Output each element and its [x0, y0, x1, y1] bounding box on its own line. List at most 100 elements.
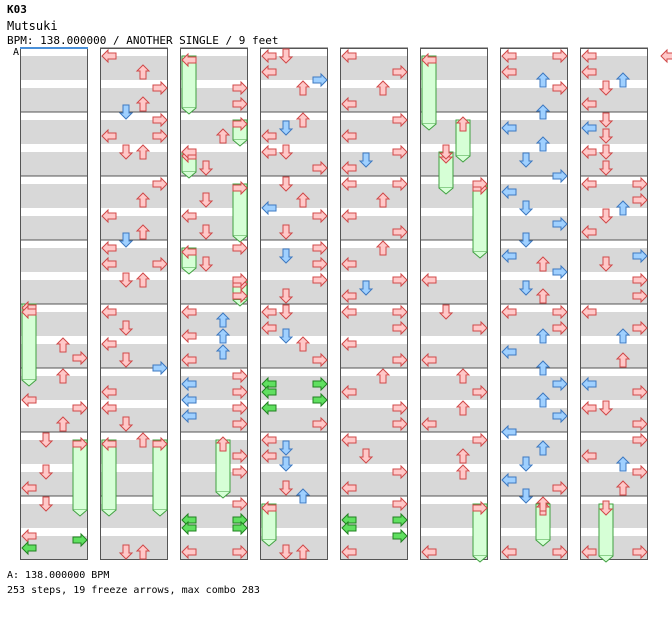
freeze-tail	[598, 555, 614, 563]
left-arrow-icon	[261, 400, 277, 416]
up-arrow-icon	[375, 368, 391, 384]
right-arrow-icon	[312, 392, 328, 408]
right-arrow-icon	[632, 176, 648, 192]
stripe	[260, 440, 328, 448]
left-arrow-icon	[421, 416, 437, 432]
up-arrow-icon	[375, 192, 391, 208]
stripe	[260, 408, 328, 416]
stripe	[420, 384, 488, 400]
freeze-tail	[472, 251, 488, 259]
chart-column	[580, 48, 648, 560]
stripe	[100, 304, 168, 312]
stripe	[260, 544, 328, 560]
chart-code: K03	[7, 3, 27, 16]
stripe	[180, 352, 248, 368]
down-arrow-icon	[198, 160, 214, 176]
down-arrow-icon	[38, 432, 54, 448]
down-arrow-icon	[598, 80, 614, 96]
chart-column	[500, 48, 568, 560]
right-arrow-icon	[152, 80, 168, 96]
down-arrow-icon	[118, 320, 134, 336]
stripe	[100, 96, 168, 112]
freeze-tail	[232, 235, 248, 243]
freeze-arrow-icon	[232, 183, 248, 237]
stripe	[260, 504, 328, 512]
left-arrow-icon	[341, 520, 357, 536]
stripe	[420, 320, 488, 336]
left-arrow-icon	[181, 208, 197, 224]
right-arrow-icon	[232, 400, 248, 416]
left-arrow-icon	[501, 304, 517, 320]
freeze-tail	[535, 539, 551, 547]
right-arrow-icon	[552, 216, 568, 232]
stripe	[20, 112, 88, 120]
freeze-arrow-icon	[472, 503, 488, 557]
stripe	[180, 256, 248, 272]
stripe	[340, 224, 408, 240]
stripe	[180, 432, 248, 440]
right-arrow-icon	[392, 112, 408, 128]
down-arrow-icon	[118, 544, 134, 560]
up-arrow-icon	[455, 368, 471, 384]
down-arrow-icon	[278, 120, 294, 136]
freeze-tail	[181, 171, 197, 179]
down-arrow-icon	[598, 400, 614, 416]
up-arrow-icon	[535, 288, 551, 304]
down-arrow-icon	[518, 152, 534, 168]
stripe	[340, 152, 408, 160]
right-arrow-icon	[232, 416, 248, 432]
right-arrow-icon	[152, 256, 168, 272]
left-arrow-icon	[501, 344, 517, 360]
stripe	[100, 248, 168, 256]
right-arrow-icon	[232, 464, 248, 480]
stripe	[20, 320, 88, 336]
right-arrow-icon	[632, 464, 648, 480]
stripe	[580, 216, 648, 224]
stripe	[420, 256, 488, 272]
stripe	[580, 152, 648, 160]
left-arrow-icon	[341, 256, 357, 272]
stripe	[20, 160, 88, 176]
up-arrow-icon	[295, 336, 311, 352]
stripe	[20, 144, 88, 152]
stripe	[500, 128, 568, 144]
stripe	[340, 192, 408, 208]
stripe	[100, 216, 168, 224]
stripe	[100, 472, 168, 480]
stripe	[180, 112, 248, 120]
stripe	[500, 336, 568, 344]
stripe	[420, 528, 488, 536]
stripe	[340, 448, 408, 464]
stripe	[20, 152, 88, 160]
stripe	[260, 120, 328, 128]
down-arrow-icon	[198, 256, 214, 272]
freeze-tail	[455, 155, 471, 163]
stripe	[20, 496, 88, 504]
freeze-tail	[181, 267, 197, 275]
stripe	[420, 288, 488, 304]
right-arrow-icon	[392, 416, 408, 432]
stripe	[500, 464, 568, 472]
left-arrow-icon	[581, 304, 597, 320]
stripe	[420, 280, 488, 288]
stripe	[500, 216, 568, 224]
left-arrow-icon	[261, 304, 277, 320]
down-arrow-icon	[38, 496, 54, 512]
stripe	[20, 184, 88, 192]
stripe	[100, 544, 168, 560]
stripe	[580, 56, 648, 64]
up-arrow-icon	[55, 337, 71, 353]
stripe	[20, 224, 88, 240]
left-arrow-icon	[261, 432, 277, 448]
right-arrow-icon	[392, 512, 408, 528]
stripe	[100, 432, 168, 440]
up-arrow-icon	[295, 112, 311, 128]
stripe	[420, 512, 488, 528]
chart-column	[340, 48, 408, 560]
right-arrow-icon	[392, 320, 408, 336]
stripe	[580, 192, 648, 208]
stripe	[180, 384, 248, 400]
stripe	[580, 368, 648, 376]
stripe	[500, 88, 568, 96]
right-arrow-icon	[392, 496, 408, 512]
